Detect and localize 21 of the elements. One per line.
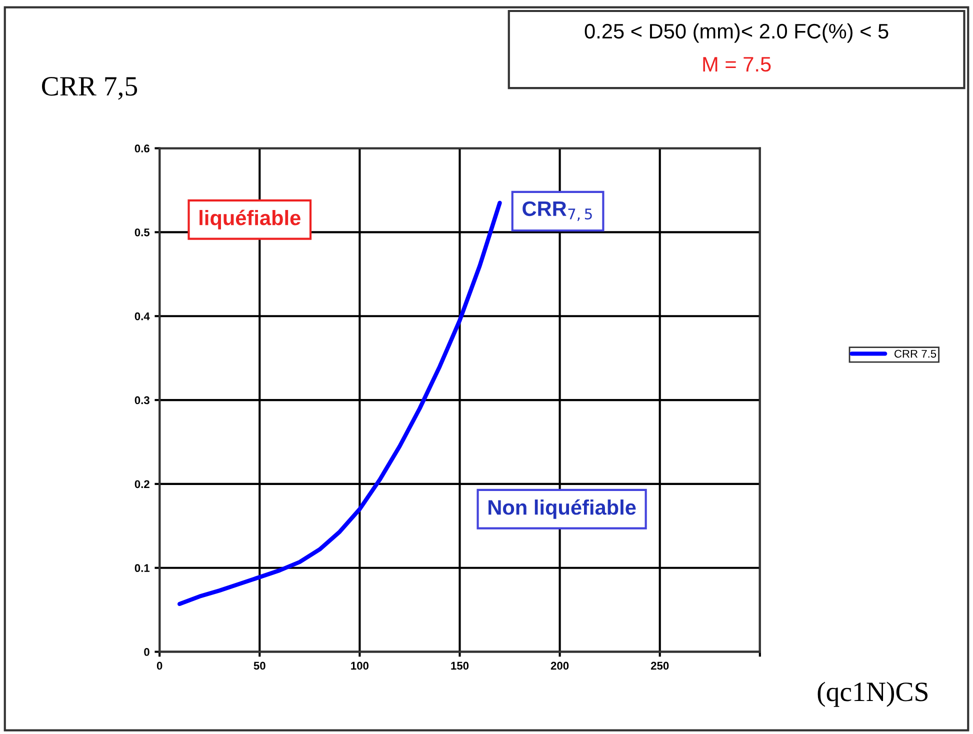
x-tick-label: 250 [650,662,669,670]
x-tick-label: 100 [351,662,368,670]
y-tick-label: 0 [144,648,150,656]
y-tick-label: 0.1 [134,564,150,572]
x-axis-title: (qc1N)CS [818,682,928,707]
y-axis-title: CRR 7,5 [42,77,138,100]
annotation: CRR$_{7,5}$ [522,201,592,221]
annotation: Non liquéfiable [488,499,636,519]
y-tick-label: 0.5 [134,228,150,236]
legend-label: CRR 7.5 [894,350,936,358]
y-tick-label: 0.2 [134,480,150,488]
x-tick-label: 200 [550,662,569,670]
y-tick-label: 0.3 [134,396,150,404]
x-tick-label: 50 [254,662,266,670]
y-tick-label: 0.4 [134,312,150,320]
text: M = 7.5 [703,57,771,72]
y-tick-label: 0.6 [134,144,150,152]
x-tick-label: 0 [156,662,162,670]
x-tick-label: 150 [451,662,469,670]
annotation: liquéfiable [200,210,300,230]
text: 0.25 < D50 (mm)< 2.0 FC(%) < 5 [584,23,888,43]
